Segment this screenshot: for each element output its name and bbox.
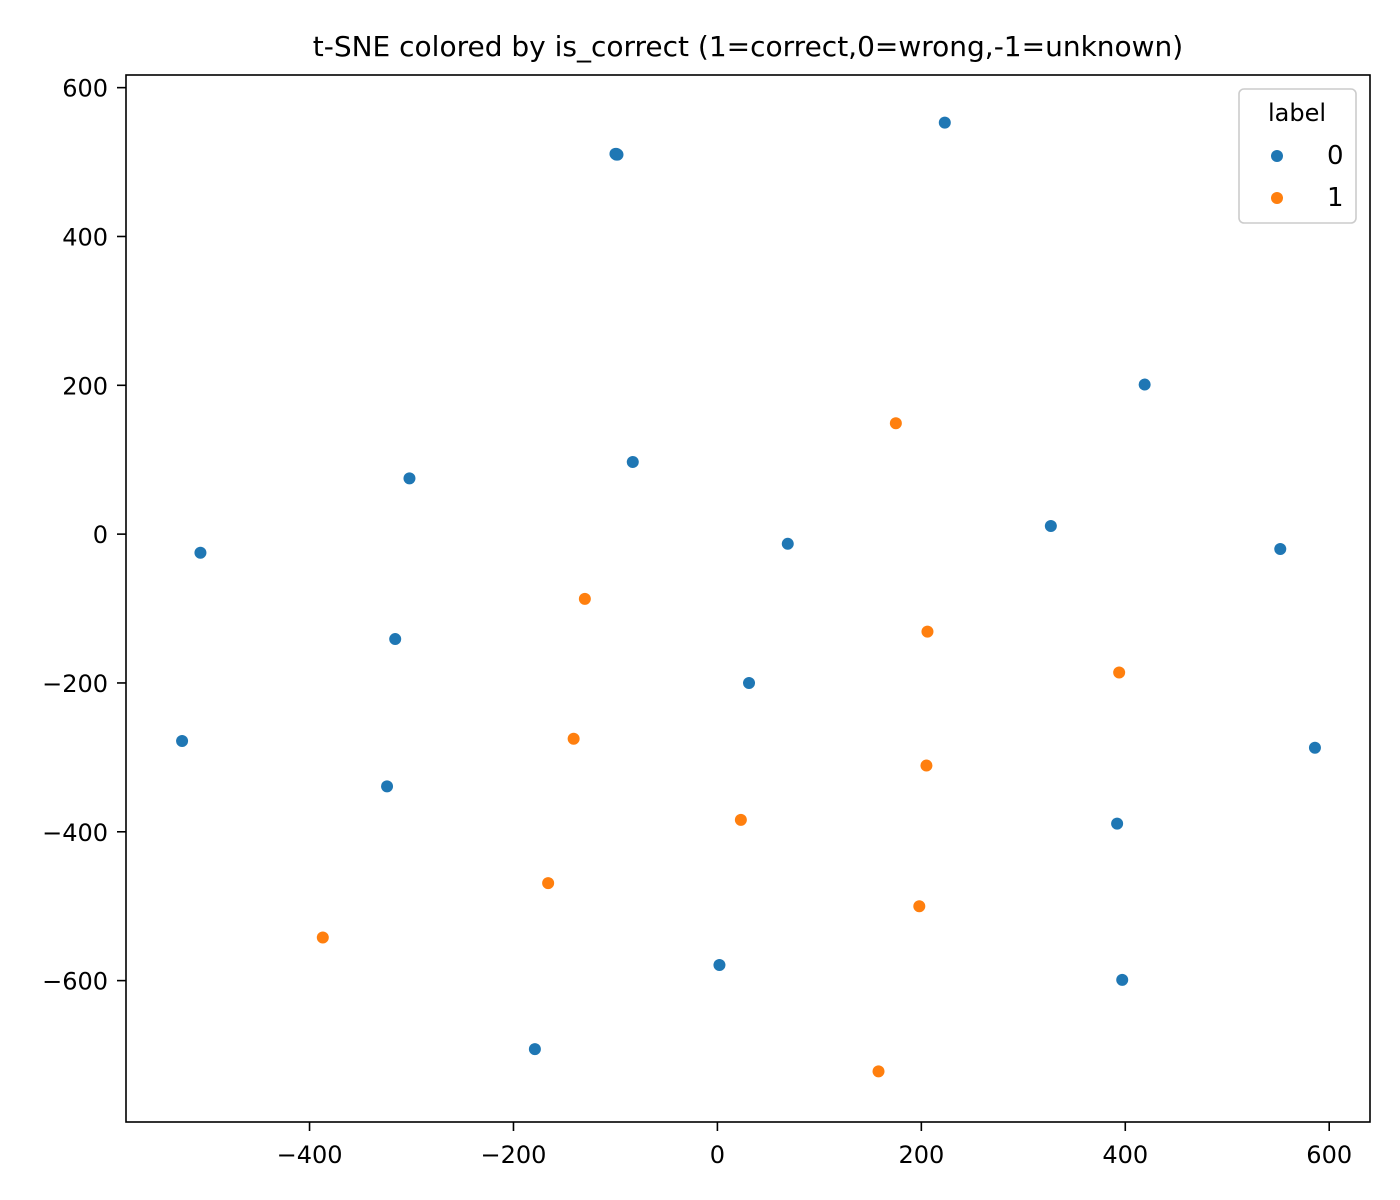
x-tick-label: −400 [277,1141,343,1169]
data-point-label-1 [578,592,591,605]
data-point-label-1 [542,877,555,890]
chart-title: t-SNE colored by is_correct (1=correct,0… [313,30,1183,63]
data-point-label-1 [921,625,934,638]
y-tick-label: 0 [93,521,108,549]
legend-marker-1 [1271,192,1283,204]
legend-title: label [1268,99,1326,127]
x-tick-label: −200 [481,1141,547,1169]
data-point-label-0 [1138,378,1151,391]
y-tick-label: −200 [42,670,108,698]
legend-marker-0 [1271,150,1283,162]
data-point-label-1 [913,900,926,913]
plot-frame [125,74,1371,1123]
data-point-label-1 [1113,666,1126,679]
legend: label 0 1 [1238,88,1357,224]
data-point-label-0 [609,147,622,160]
y-tick-label: −400 [42,819,108,847]
y-axis: 600 400 200 0 −200 −400 −600 [42,75,126,996]
data-point-label-1 [920,759,933,772]
x-tick-label: 600 [1306,1141,1352,1169]
data-point-label-0 [938,116,951,129]
data-point-label-0 [528,1043,541,1056]
legend-box [1238,88,1357,224]
x-tick-label: 0 [710,1141,725,1169]
series-0 [176,116,1321,1056]
data-point-label-0 [781,537,794,550]
data-point-label-1 [872,1065,885,1078]
data-point-label-1 [316,931,329,944]
data-point-label-0 [1111,817,1124,830]
data-point-label-0 [176,735,189,748]
data-point-label-0 [194,546,207,559]
data-point-label-0 [1116,973,1129,986]
data-point-label-0 [389,633,402,646]
legend-label-1: 1 [1327,183,1344,213]
data-point-label-0 [403,472,416,485]
plot-background [126,75,1370,1122]
data-point-label-0 [1274,543,1287,556]
data-point-label-0 [1044,519,1057,532]
x-axis: −400 −200 0 200 400 600 [277,1122,1352,1169]
data-point-label-0 [1308,741,1321,754]
x-tick-label: 200 [898,1141,944,1169]
plot-area [126,75,1370,1122]
data-point-label-0 [381,780,394,793]
data-point-label-1 [567,732,580,745]
data-point-label-1 [889,417,902,430]
series-1 [316,417,1126,1078]
legend-label-0: 0 [1327,141,1344,171]
data-point-label-0 [743,676,756,689]
y-tick-label: 200 [62,372,108,400]
x-tick-label: 400 [1102,1141,1148,1169]
data-point-label-0 [713,958,726,971]
y-tick-label: −600 [42,968,108,996]
y-tick-label: 600 [62,75,108,103]
y-tick-label: 400 [62,223,108,251]
data-point-label-0 [626,455,639,468]
data-points [176,116,1321,1078]
data-point-label-1 [734,813,747,826]
